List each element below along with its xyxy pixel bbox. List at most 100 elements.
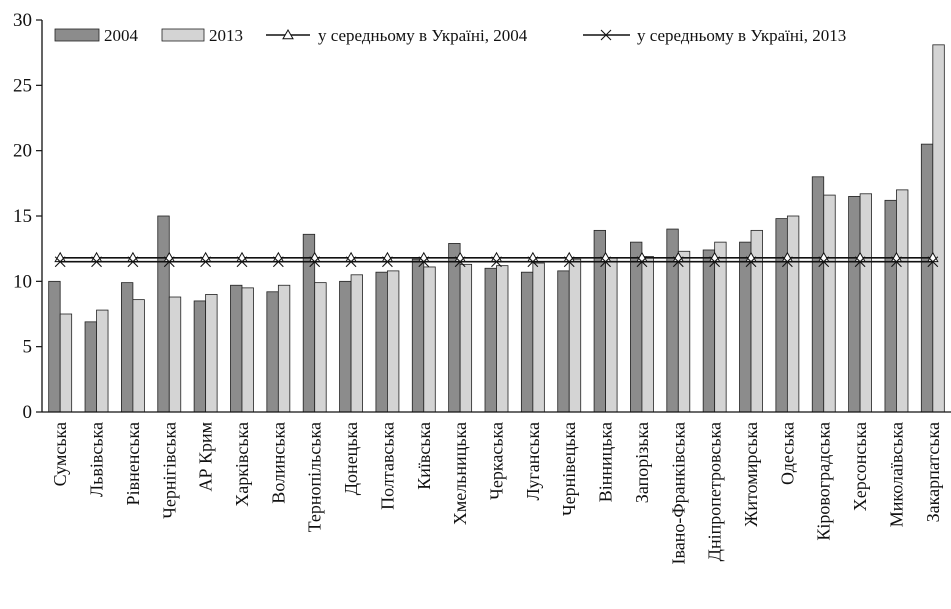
bar-2004 <box>520 271 534 413</box>
bar-2013 <box>205 293 218 413</box>
bar-2013 <box>314 282 327 413</box>
bar-2004 <box>157 215 170 413</box>
bar-2004 <box>884 199 897 413</box>
bar-2004 <box>811 176 825 413</box>
x-tick-label: Чернігівська <box>159 422 179 519</box>
bar-2004 <box>121 282 134 413</box>
y-tick-label: 30 <box>13 10 32 31</box>
bar-2004 <box>230 284 243 413</box>
avg-2013-marker <box>163 256 175 268</box>
bar-2004 <box>630 241 643 413</box>
x-tick-label: Волинська <box>268 422 288 504</box>
legend-x-icon <box>600 29 612 41</box>
avg-2013-marker <box>382 256 393 268</box>
x-tick-label: Чернівецька <box>559 422 579 516</box>
y-axis-ticks: 0 5 10 15 20 25 30 <box>13 10 42 423</box>
x-tick-label: Херсонська <box>850 422 870 511</box>
x-tick-label: Одеська <box>777 422 797 485</box>
avg-2013-marker <box>127 256 139 268</box>
legend-triangle-icon <box>282 28 294 40</box>
avg-2013-marker <box>54 256 66 268</box>
legend-label-avg-2004: у середньому в Україні, 2004 <box>318 26 528 45</box>
avg-2013-marker <box>745 256 757 268</box>
bar-2013 <box>59 313 73 413</box>
avg-2013-marker <box>927 256 939 268</box>
x-tick-label: Донецька <box>341 422 361 495</box>
bar-2013 <box>132 299 145 413</box>
bar-2004 <box>48 280 61 413</box>
bar-2013 <box>241 287 254 413</box>
avg-2013-marker <box>891 256 902 268</box>
avg-2013-marker <box>454 256 466 268</box>
x-tick-label: Рівненська <box>123 422 143 505</box>
x-tick-label: АР Крим <box>196 422 216 492</box>
bar-2013 <box>714 241 727 413</box>
x-tick-label: Полтавська <box>377 422 397 510</box>
bar-2013 <box>350 274 363 413</box>
bar-2013 <box>568 258 582 413</box>
y-tick-label: 0 <box>23 402 33 423</box>
avg-2013-marker <box>563 256 575 268</box>
x-tick-label: Миколаївська <box>886 422 906 527</box>
bar-2004 <box>375 271 388 413</box>
avg-2013-marker <box>345 256 357 268</box>
bar-2013 <box>277 284 291 413</box>
avg-2013-marker <box>309 256 321 268</box>
bar-2013 <box>387 270 400 413</box>
y-tick-label: 10 <box>13 271 32 292</box>
x-tick-label: Хмельницька <box>450 422 470 525</box>
avg-2013-marker <box>636 256 648 268</box>
bar-2013 <box>641 256 654 413</box>
y-tick-label: 15 <box>13 206 32 227</box>
avg-2013-marker <box>818 256 830 268</box>
bar-2013 <box>423 266 436 413</box>
bar-2004 <box>339 280 352 413</box>
bar-2013 <box>459 263 473 413</box>
x-tick-label: Черкаська <box>487 422 507 500</box>
bar-2013 <box>786 215 800 413</box>
bar-2004 <box>484 267 497 413</box>
x-tick-label: Закарпатська <box>923 422 943 522</box>
avg-2013-marker <box>600 256 611 268</box>
avg-2013-marker <box>672 256 684 268</box>
bar-2004 <box>920 143 934 413</box>
bar-2004 <box>411 258 425 413</box>
x-tick-label: Сумська <box>50 422 70 486</box>
x-tick-label: Київська <box>414 422 434 490</box>
legend-swatch-2013 <box>161 28 205 42</box>
bar-2013 <box>532 262 545 413</box>
x-tick-label: Тернопільська <box>305 422 325 532</box>
legend: 2004 2013 у середньому в Україні, 2004 у се… <box>54 26 846 45</box>
bar-2004 <box>775 218 788 413</box>
avg-2013-marker <box>709 256 721 268</box>
legend-swatch-2004 <box>54 28 100 42</box>
bar-2004 <box>557 270 570 413</box>
x-axis-labels: Сумська Львівська Рівненська Чернігівська АР… <box>50 422 943 565</box>
bar-2013 <box>605 257 618 413</box>
x-tick-label: Луганська <box>523 422 543 500</box>
bar-2004 <box>702 249 716 413</box>
bar-2013 <box>168 296 182 413</box>
x-tick-label: Дніпропетровська <box>705 422 725 561</box>
avg-2013-marker <box>91 256 102 268</box>
bar-2013 <box>96 309 109 413</box>
avg-2013-marker <box>781 256 793 268</box>
bar-2013 <box>677 250 691 413</box>
avg-2013-marker <box>236 256 248 268</box>
x-tick-label: Житомирська <box>741 422 761 527</box>
bar-2004 <box>848 195 861 413</box>
bar-2004 <box>448 243 461 413</box>
x-tick-label: Вінницька <box>596 422 616 502</box>
bar-2013 <box>496 265 509 413</box>
legend-label-2004: 2004 <box>104 26 139 45</box>
bar-2004 <box>739 241 752 413</box>
x-tick-label: Івано-Франківська <box>668 422 688 565</box>
avg-2013-marker <box>200 256 212 268</box>
avg-2013-marker <box>491 256 502 268</box>
y-tick-label: 20 <box>13 141 32 162</box>
x-tick-label: Запорізька <box>632 422 652 503</box>
x-tick-label: Львівська <box>87 422 107 497</box>
bar-2004 <box>193 300 207 413</box>
bar-2013 <box>932 44 945 413</box>
